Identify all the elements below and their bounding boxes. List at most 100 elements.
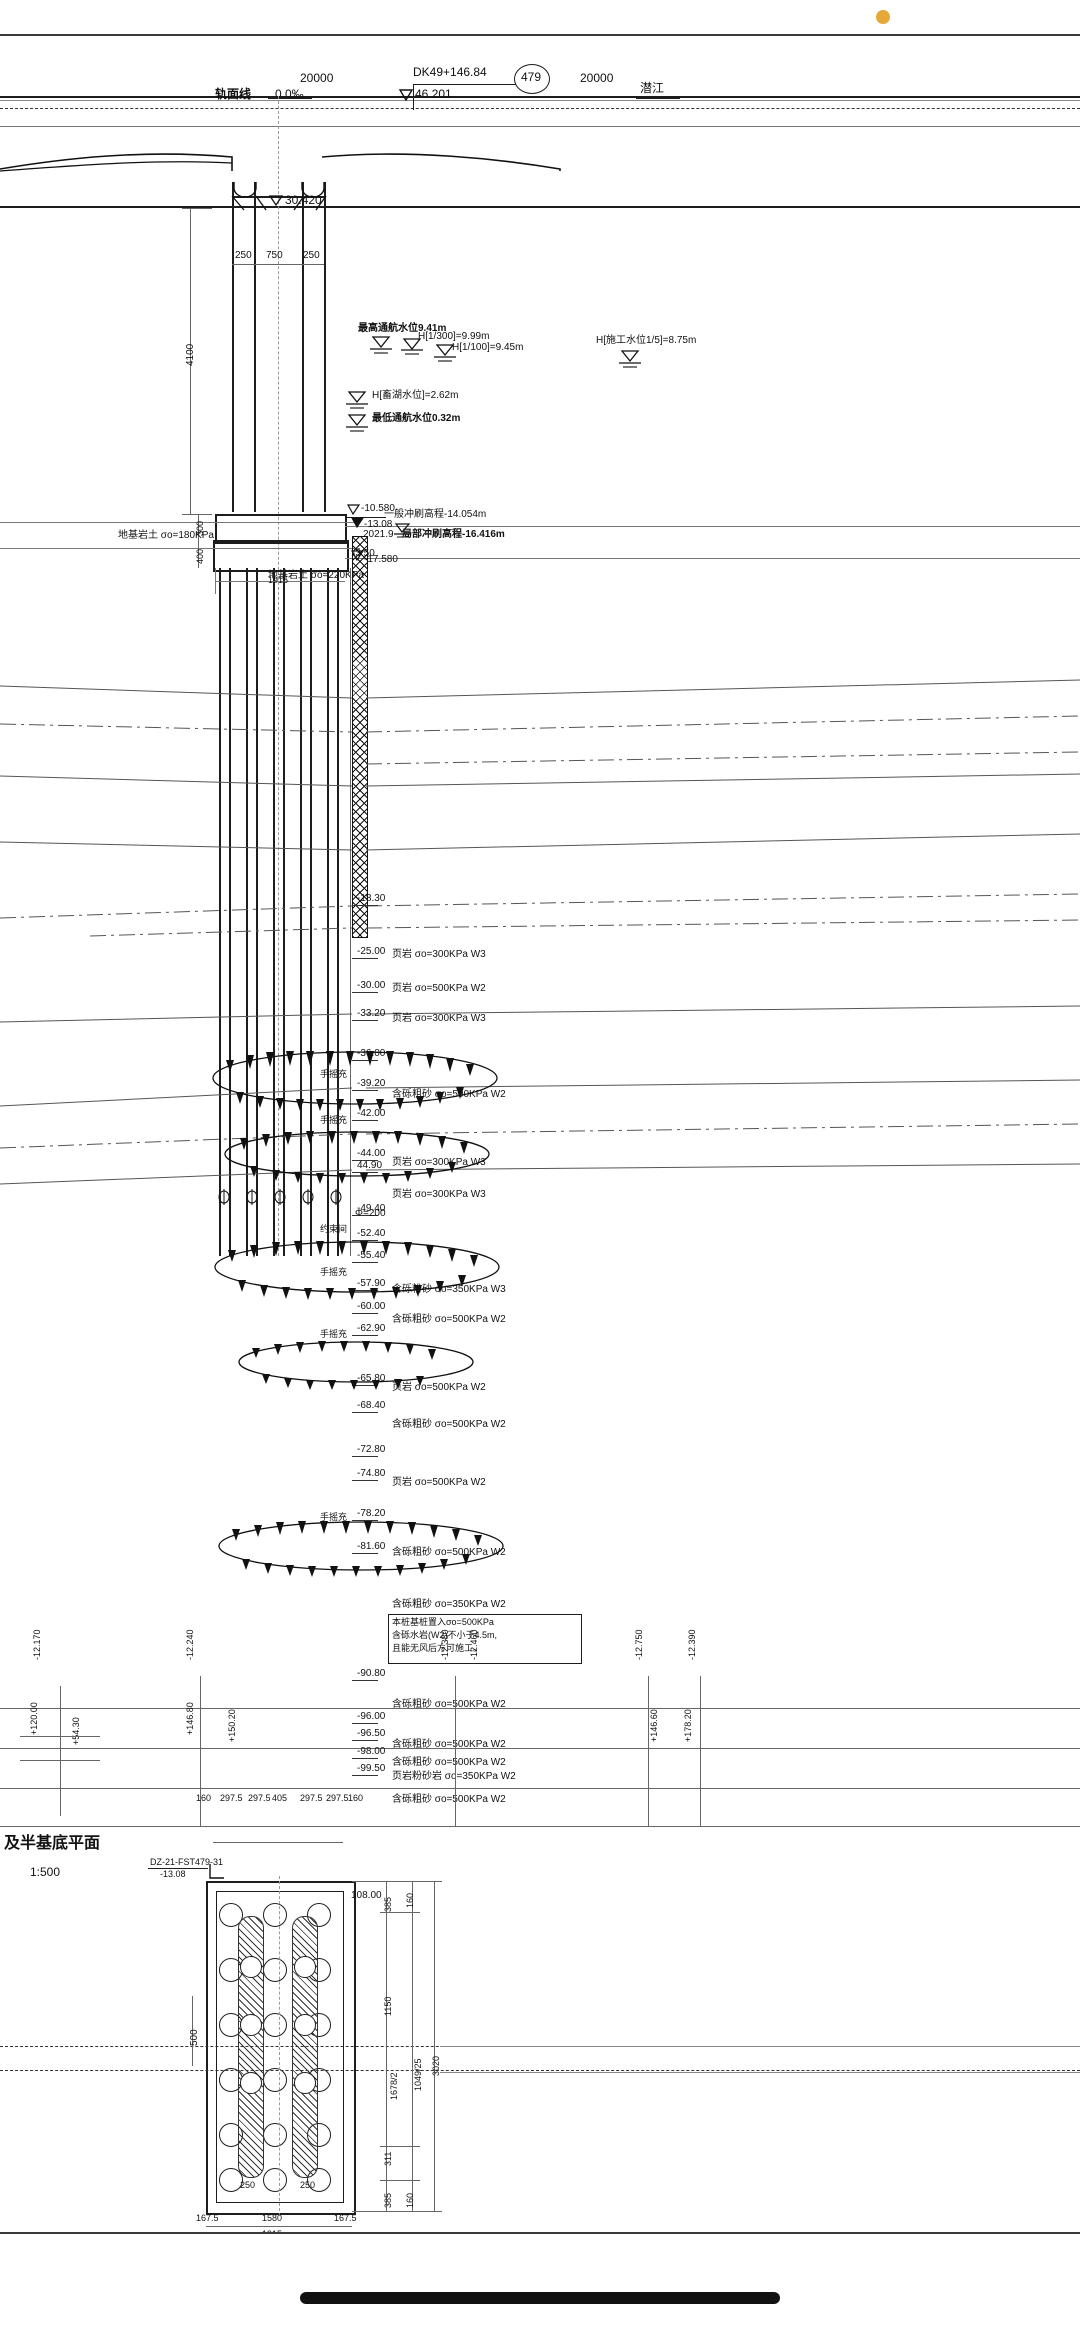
depth-dim-11: +178.20 <box>683 1709 693 1742</box>
max-scour-label: 局部冲刷高程-16.416m <box>402 529 505 540</box>
plan-top-dim-5: 297.5 <box>326 1793 349 1803</box>
rail-centerline-dashed <box>0 108 1080 109</box>
cap-thickness-lower-value: 400 <box>195 548 205 564</box>
camera-indicator-dot <box>876 10 890 24</box>
plan-scale: 1:500 <box>30 1865 61 1879</box>
depth-dim-4: +146.80 <box>185 1702 195 1735</box>
plan-dim-160-bot: 160 <box>405 2192 415 2208</box>
elevation-tick-10 <box>352 1240 378 1241</box>
elevation-tick-25 <box>352 1775 378 1776</box>
strata-line-lower-1 <box>0 1708 1080 1709</box>
plan-pier-pile-r1 <box>294 1956 316 1978</box>
depth-dim-6: -12.460 <box>469 1629 479 1660</box>
elevation-value-0: -18.30 <box>357 893 386 904</box>
station-leader-line <box>413 84 528 85</box>
plan-pile-r2c2 <box>263 1958 287 1982</box>
elevation-value-6: -42.00 <box>357 1108 386 1119</box>
plan-cap-inner-outline <box>216 1891 344 2203</box>
pile-tag-label: DZ-21-FST479-31 <box>150 1857 224 1867</box>
water-level-label-2: H[1/100]=9.45m <box>452 342 524 353</box>
elevation-value-11: -55.40 <box>357 1250 386 1261</box>
elevation-tick-2 <box>352 992 378 993</box>
elevation-tick-21 <box>352 1680 378 1681</box>
elevation-value-12: -57.90 <box>357 1278 386 1289</box>
pile-tag-underline <box>148 1868 208 1869</box>
plan-right-reference-line <box>440 2046 1080 2047</box>
home-indicator[interactable] <box>300 2292 780 2304</box>
plan-pile-r5c2 <box>263 2123 287 2147</box>
elevation-value-5: -39.20 <box>357 1078 386 1089</box>
pier-right-inner-edge <box>302 182 304 512</box>
general-scour-water-icon <box>394 523 411 538</box>
deck-line-upper <box>0 126 1080 127</box>
elevation-tick-11 <box>352 1262 378 1263</box>
pile-cap-upper-block <box>215 514 347 544</box>
cap-year-value: 2021.9 <box>363 529 394 540</box>
depth-dim-2: +54.30 <box>71 1717 81 1745</box>
deck-top-segment <box>232 196 324 198</box>
plan-top-dim-6: 160 <box>348 1793 364 1803</box>
elevation-value-3: -33.20 <box>357 1008 386 1019</box>
ground-line-right-lower <box>345 558 1080 559</box>
cap-top-elevation-triangle-icon <box>268 195 284 207</box>
strata-line-lower-4 <box>0 1826 1080 1827</box>
strata-text-6: 含砾粉砂 σo=350KPa W3 <box>392 1284 506 1295</box>
elevation-value-15: -65.80 <box>357 1373 386 1384</box>
pier-dim-right: 250 <box>303 250 320 261</box>
pile-4-left <box>300 568 302 1256</box>
strata-text-10: 页岩 σo=500KPa W2 <box>392 1477 486 1488</box>
strata-text-7: 含砾粗砂 σo=500KPa W2 <box>392 1314 506 1325</box>
pile-label-3: 手摇充 <box>320 1267 348 1277</box>
depth-dim-7: +150.20 <box>227 1709 237 1742</box>
plan-pier-pile-l1 <box>240 1956 262 1978</box>
status-bar <box>0 0 1080 34</box>
pier-haunch-brackets <box>231 195 327 211</box>
elevation-value-2: -30.00 <box>357 980 386 991</box>
plan-dim-311: 311 <box>383 2151 393 2166</box>
elevation-tick-19 <box>352 1520 378 1521</box>
elevation-value-23: -96.50 <box>357 1728 386 1739</box>
water-level-label-4: H[畜湖水位]=2.62m <box>372 390 459 401</box>
depth-vert-e <box>700 1676 701 1826</box>
plan-dim-1150: 1150 <box>383 1996 393 2016</box>
strata-text-8: 页岩 σo=500KPa W2 <box>392 1382 486 1393</box>
pier-height-dimension-line <box>190 208 191 514</box>
ground-line-right-upper <box>345 526 1080 527</box>
elevation-value-13: -60.00 <box>357 1301 386 1312</box>
elevation-value-17: -72.80 <box>357 1444 386 1455</box>
strata-text-17: 含砾粗砂 σo=500KPa W2 <box>392 1794 506 1805</box>
pile-diameter-label: Φ=200 <box>355 1208 386 1219</box>
general-scour-label: 一般冲刷高程-14.054m <box>384 509 487 520</box>
plan-dim-250-left: 250 <box>240 2180 256 2190</box>
pier-right-outer-edge <box>324 182 326 512</box>
cap-top-level-triangle-icon <box>346 504 361 516</box>
pier-height-value: 4100 <box>185 343 196 366</box>
plan-right-dim-line-outer <box>434 1881 435 2211</box>
depth-vert-c <box>455 1676 456 1826</box>
bearing-lower-label: 地基岩土 σo=220KPa <box>268 570 364 581</box>
plan-pier-pile-r2 <box>294 2014 316 2036</box>
elevation-tick-12 <box>352 1290 378 1291</box>
strata-text-9: 含砾粗砂 σo=500KPa W2 <box>392 1419 506 1430</box>
plan-bottom-dim-0: 167.5 <box>196 2213 219 2223</box>
elevation-value-24: -98.00 <box>357 1746 386 1757</box>
elevation-value-21: -90.80 <box>357 1668 386 1679</box>
expansion-body-1 <box>212 1051 498 1111</box>
ground-line-left-upper <box>0 522 360 523</box>
plan-bottom-dim-line <box>206 2226 352 2227</box>
plan-top-dim-1: 297.5 <box>220 1793 243 1803</box>
drawing-canvas[interactable]: 20000 20000 DK49+146.84 479 轨面线 0.0‰ 46.… <box>0 36 1080 2232</box>
water-symbol-3-icon <box>619 350 641 368</box>
elevation-tick-24 <box>352 1758 378 1759</box>
note-line-2: 含砾水岩(W2)不小于4.5m, <box>392 1630 498 1640</box>
plan-dim-385-bot: 385 <box>383 2192 393 2208</box>
depth-dim-1: +120.00 <box>29 1702 39 1735</box>
expansion-body-4 <box>238 1341 474 1390</box>
plan-right-dim-line-mid <box>412 1881 413 2211</box>
plan-dim-250-right: 250 <box>300 2180 316 2190</box>
plan-pier-pile-l3 <box>240 2072 262 2094</box>
plan-dim-500: 500 <box>189 2029 200 2046</box>
cap-top-level-value: -10.580 <box>361 503 395 514</box>
strata-text-1: 页岩 σo=500KPa W2 <box>392 983 486 994</box>
elevation-tick-5 <box>352 1090 378 1091</box>
